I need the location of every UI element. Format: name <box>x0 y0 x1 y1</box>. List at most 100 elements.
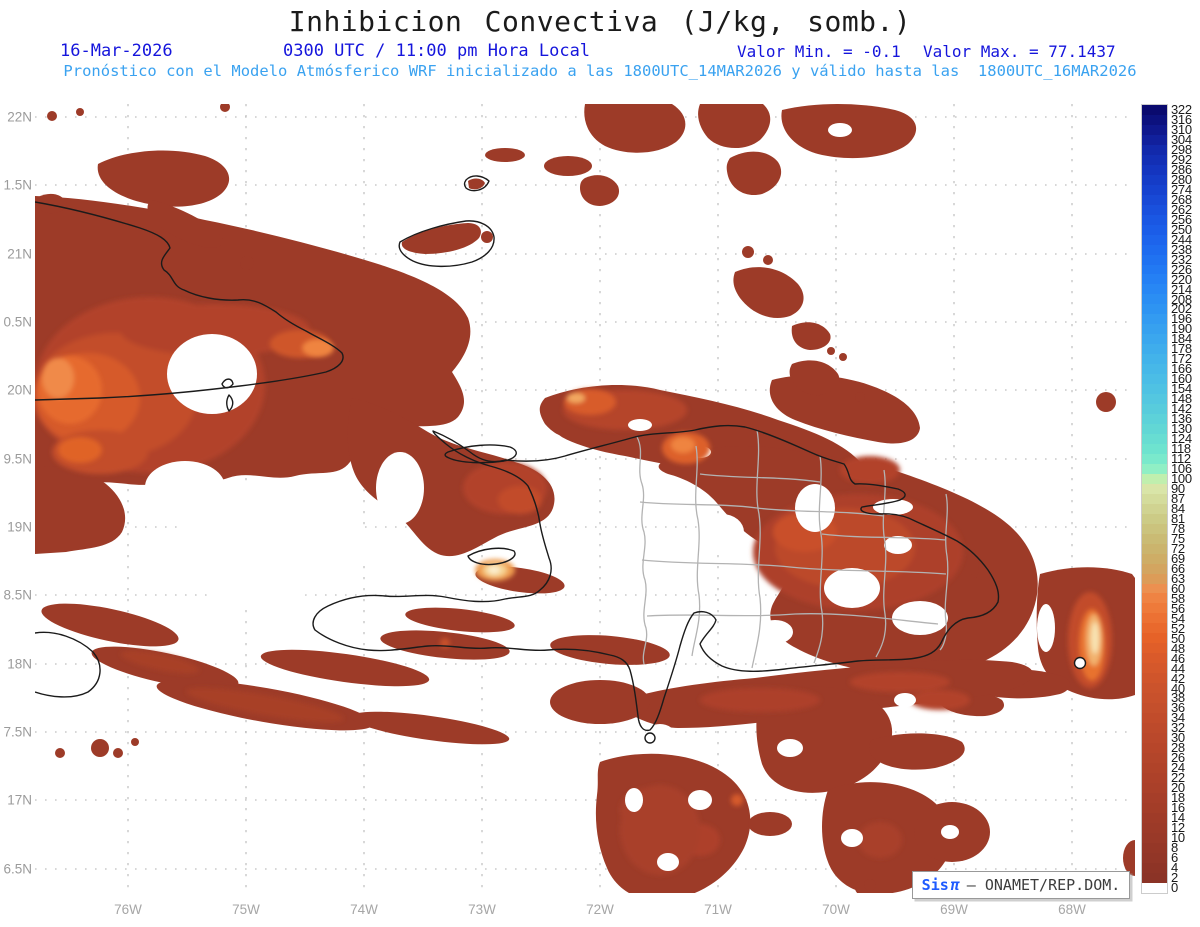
cin-contour-shape <box>47 111 57 121</box>
colorbar-label: 280 <box>1171 171 1192 187</box>
colorbar-cell <box>1142 693 1167 704</box>
lon-label: 72W <box>586 902 614 917</box>
colorbar-label: 75 <box>1171 530 1185 546</box>
lon-label: 68W <box>1058 902 1086 917</box>
colorbar-cell <box>1142 613 1167 624</box>
min-value-label: Valor Min. = -0.1 <box>737 42 901 61</box>
colorbar-label: 69 <box>1171 550 1185 566</box>
colorbar-cell <box>1142 842 1167 853</box>
colorbar-label: 50 <box>1171 630 1185 646</box>
cin-contour-shape <box>757 620 793 644</box>
colorbar-label: 154 <box>1171 381 1192 397</box>
colorbar-label: 202 <box>1171 301 1192 317</box>
cin-contour-shape <box>884 536 912 554</box>
colorbar-cell <box>1142 633 1167 644</box>
colorbar-label: 196 <box>1171 311 1192 327</box>
cin-contour-shape <box>1123 840 1135 876</box>
colorbar-cell <box>1142 583 1167 594</box>
colorbar-cell <box>1142 872 1167 883</box>
colorbar-cell <box>1142 832 1167 843</box>
lat-label: 6.5N <box>3 861 32 877</box>
colorbar-label: 38 <box>1171 690 1185 706</box>
lat-label: 7.5N <box>3 724 32 740</box>
colorbar-label: 90 <box>1171 481 1185 497</box>
colorbar-cell <box>1142 294 1167 305</box>
lat-label: 0.5N <box>3 314 32 330</box>
cin-contour-shape <box>220 104 230 112</box>
mona-island-outline <box>1073 656 1087 670</box>
colorbar-cell <box>1142 414 1167 424</box>
hispaniola-coastline <box>312 424 1000 732</box>
colorbar-cell <box>1142 792 1167 803</box>
colorbar-cell <box>1142 384 1167 395</box>
colorbar-label: 226 <box>1171 261 1192 277</box>
colorbar-label: 316 <box>1171 111 1192 127</box>
colorbar-label: 106 <box>1171 461 1192 477</box>
colorbar-cell <box>1142 154 1167 165</box>
colorbar-label: 58 <box>1171 590 1185 606</box>
cin-contour-shape <box>527 432 563 448</box>
colorbar-label: 214 <box>1171 281 1192 297</box>
colorbar-cell <box>1142 244 1167 255</box>
lat-label: 22N <box>7 109 32 125</box>
colorbar-cell <box>1142 194 1167 205</box>
cin-contour-shape <box>657 853 679 871</box>
cin-contour-shape <box>485 148 525 162</box>
cin-contour-shape <box>1091 622 1099 654</box>
cin-contour-shape <box>840 456 900 484</box>
colorbar-cell <box>1142 274 1167 285</box>
colorbar-label: 190 <box>1171 321 1192 337</box>
colorbar-label: 4 <box>1171 860 1178 876</box>
colorbar-cell <box>1142 433 1167 444</box>
cin-contour-shape <box>721 873 739 887</box>
cin-contour-shape <box>488 566 500 574</box>
colorbar-label: 112 <box>1171 451 1191 467</box>
gonave-island-outline <box>467 547 516 566</box>
colorbar-label: 66 <box>1171 560 1185 576</box>
cin-contour-shape <box>733 267 804 318</box>
colorbar-cell <box>1142 503 1167 514</box>
colorbar-cell <box>1142 114 1167 125</box>
cin-contour-shape <box>120 650 200 674</box>
colorbar-cell <box>1142 822 1167 833</box>
cin-contour-shape <box>641 559 947 575</box>
cin-contour-shape <box>731 794 743 806</box>
colorbar-label: 298 <box>1171 141 1192 157</box>
colorbar-label: 118 <box>1171 441 1191 457</box>
cin-contour-shape <box>777 739 803 757</box>
colorbar-label: 40 <box>1171 680 1185 696</box>
cin-contour-shape <box>550 680 650 724</box>
colorbar-label: 48 <box>1171 640 1185 656</box>
cin-contour-shape <box>636 436 648 665</box>
colorbar-label: 166 <box>1171 361 1192 377</box>
colorbar-cell <box>1142 643 1167 654</box>
colorbar-label: 148 <box>1171 391 1192 407</box>
colorbar-cell <box>1142 344 1167 355</box>
colorbar-cell <box>1142 304 1167 315</box>
forecast-time: 0300 UTC / 11:00 pm Hora Local <box>283 41 591 61</box>
province-borders-layer <box>636 429 949 669</box>
cin-contour-shape <box>481 231 493 243</box>
colorbar-cell <box>1142 553 1167 564</box>
colorbar-cell <box>1142 743 1167 753</box>
colorbar-label: 28 <box>1171 740 1185 756</box>
cin-contour-shape <box>892 601 948 635</box>
cin-contour-shape <box>550 635 670 665</box>
cin-contour-shape <box>726 151 782 196</box>
brand-org: – ONAMET/REP.DOM. <box>966 876 1121 894</box>
cin-contour-shape <box>468 178 485 190</box>
colorbar-cell <box>1142 214 1167 225</box>
cin-contour-shape <box>869 733 965 770</box>
colorbar-cell <box>1142 493 1167 504</box>
colorbar-label: 14 <box>1171 810 1185 826</box>
cin-contour-shape <box>35 466 126 554</box>
colorbar-cell <box>1142 683 1167 694</box>
colorbar-label: 262 <box>1171 201 1192 217</box>
cin-contour-shape <box>41 603 179 647</box>
cin-contour-shape <box>463 175 490 192</box>
cin-contour-shape <box>841 829 863 847</box>
cin-contour-shape <box>401 223 481 254</box>
cin-contour-shape <box>827 347 835 355</box>
colorbar-label: 160 <box>1171 371 1192 387</box>
